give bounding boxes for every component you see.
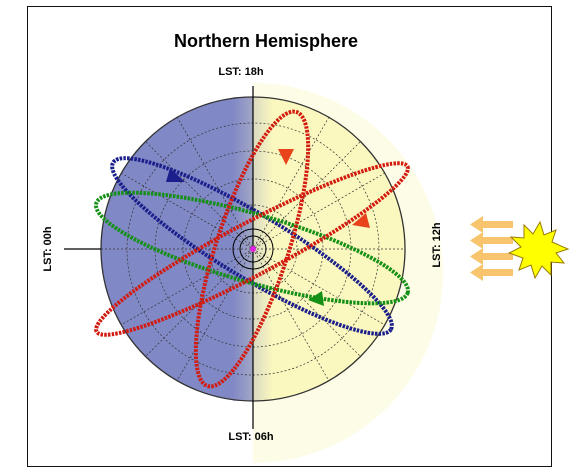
label-lst-top: LST: 18h <box>218 66 264 78</box>
orbit-green-arrow <box>308 291 324 306</box>
north-pole-marker <box>250 246 256 252</box>
diagram-title: Northern Hemisphere <box>174 31 358 51</box>
day-side <box>253 97 405 401</box>
axes <box>64 86 254 429</box>
label-lst-bottom: LST: 06h <box>228 431 274 443</box>
orbit-red-arrow-top <box>278 149 294 165</box>
orbit-blue-arrow <box>166 168 185 182</box>
sun-ray-arrow <box>470 216 513 233</box>
label-lst-right: LST: 12h <box>431 222 443 268</box>
pole-rings <box>232 228 274 270</box>
sun-icon <box>507 220 570 280</box>
sun-ray-arrow <box>470 248 513 265</box>
sun-ray-arrow <box>470 232 513 249</box>
orbit-red-arrow-right <box>352 213 370 228</box>
label-lst-left: LST: 00h <box>42 226 54 272</box>
orbit-red <box>94 161 410 337</box>
sun-ray-arrows <box>470 216 513 281</box>
sun-ray-arrow <box>470 264 513 281</box>
